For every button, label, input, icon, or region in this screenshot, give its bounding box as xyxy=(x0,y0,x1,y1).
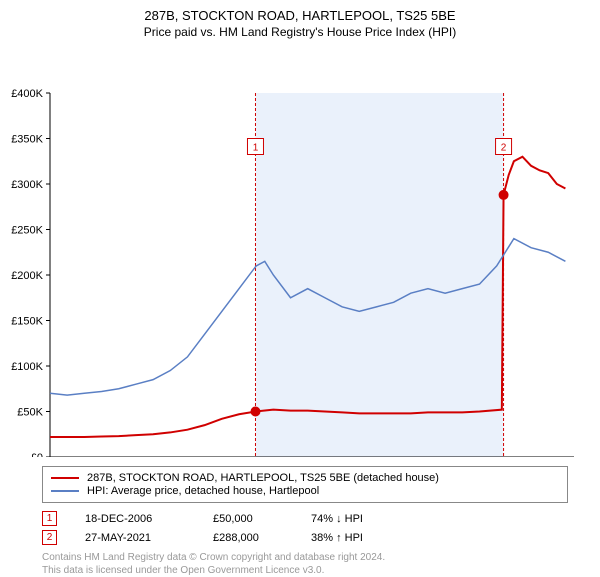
marker-badge: 1 xyxy=(42,511,57,526)
price-chart: £0 £50K £100K £150K £200K £250K £300K £350K £400… xyxy=(0,43,600,457)
page-title: 287B, STOCKTON ROAD, HARTLEPOOL, TS25 5B… xyxy=(0,8,600,23)
svg-text:2: 2 xyxy=(501,143,507,154)
svg-text:£300K: £300K xyxy=(11,179,43,191)
footer: Contains HM Land Registry data © Crown c… xyxy=(42,551,568,577)
svg-text:£150K: £150K xyxy=(11,316,43,328)
footer-line: This data is licensed under the Open Gov… xyxy=(42,564,568,577)
marker-price: £50,000 xyxy=(213,513,283,525)
marker-row: 2 27-MAY-2021 £288,000 38% ↑ HPI xyxy=(42,530,568,545)
legend-swatch-price xyxy=(51,477,79,479)
legend-label: HPI: Average price, detached house, Hart… xyxy=(87,485,319,497)
marker-date: 18-DEC-2006 xyxy=(85,513,185,525)
marker-price: £288,000 xyxy=(213,532,283,544)
marker-row: 1 18-DEC-2006 £50,000 74% ↓ HPI xyxy=(42,511,568,526)
marker-table: 1 18-DEC-2006 £50,000 74% ↓ HPI 2 27-MAY… xyxy=(42,511,568,545)
marker-badge: 2 xyxy=(42,530,57,545)
svg-text:£0: £0 xyxy=(31,452,43,457)
subtitle: Price paid vs. HM Land Registry's House … xyxy=(0,25,600,39)
svg-text:£250K: £250K xyxy=(11,225,43,237)
legend-swatch-hpi xyxy=(51,490,79,492)
svg-text:£400K: £400K xyxy=(11,88,43,100)
legend: 287B, STOCKTON ROAD, HARTLEPOOL, TS25 5B… xyxy=(42,466,568,503)
marker-delta: 38% ↑ HPI xyxy=(311,532,363,544)
legend-row: 287B, STOCKTON ROAD, HARTLEPOOL, TS25 5B… xyxy=(51,472,559,484)
legend-row: HPI: Average price, detached house, Hart… xyxy=(51,485,559,497)
svg-text:£200K: £200K xyxy=(11,270,43,282)
footer-line: Contains HM Land Registry data © Crown c… xyxy=(42,551,568,564)
svg-text:£350K: £350K xyxy=(11,134,43,146)
svg-text:£50K: £50K xyxy=(17,407,43,419)
marker-date: 27-MAY-2021 xyxy=(85,532,185,544)
marker-delta: 74% ↓ HPI xyxy=(311,513,363,525)
title-block: 287B, STOCKTON ROAD, HARTLEPOOL, TS25 5B… xyxy=(0,0,600,43)
svg-text:1: 1 xyxy=(253,143,259,154)
svg-text:£100K: £100K xyxy=(11,361,43,373)
legend-label: 287B, STOCKTON ROAD, HARTLEPOOL, TS25 5B… xyxy=(87,472,439,484)
